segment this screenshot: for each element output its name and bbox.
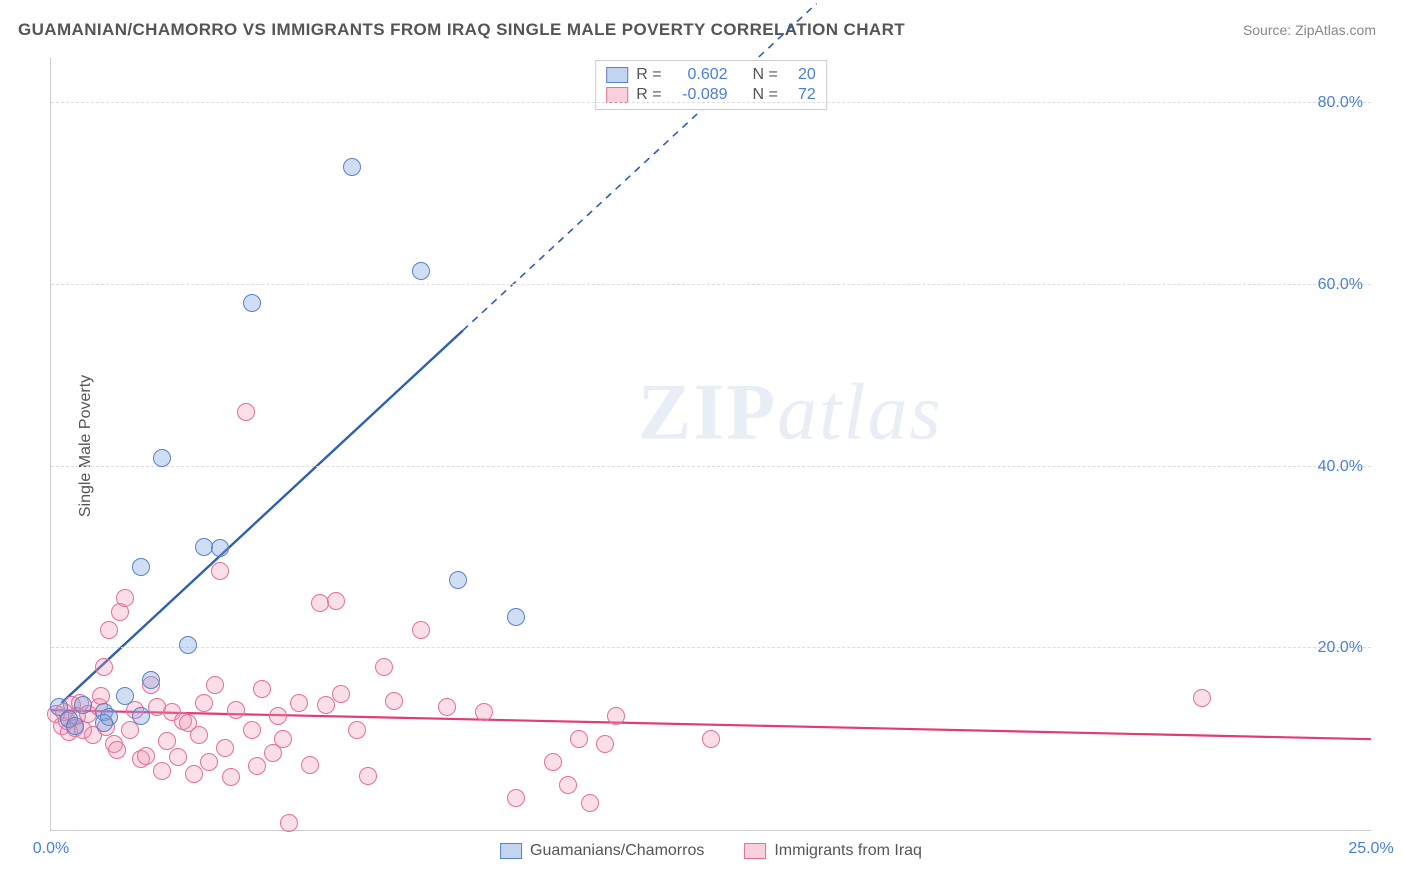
data-point: [375, 658, 393, 676]
data-point: [438, 698, 456, 716]
data-point: [248, 757, 266, 775]
data-point: [507, 789, 525, 807]
data-point: [253, 680, 271, 698]
data-point: [317, 696, 335, 714]
y-tick-label: 80.0%: [1318, 94, 1363, 112]
data-point: [158, 732, 176, 750]
scatter-plot: ZIPatlas R =0.602 N =20R =-0.089 N =72 G…: [50, 58, 1371, 831]
data-point: [95, 658, 113, 676]
data-point: [100, 621, 118, 639]
data-point: [211, 539, 229, 557]
data-point: [581, 794, 599, 812]
data-point: [385, 692, 403, 710]
legend-row: R =0.602 N =20: [606, 65, 816, 85]
data-point: [153, 762, 171, 780]
chart-title: GUAMANIAN/CHAMORRO VS IMMIGRANTS FROM IR…: [18, 20, 905, 40]
legend-swatch: [744, 843, 766, 859]
data-point: [290, 694, 308, 712]
data-point: [185, 765, 203, 783]
data-point: [132, 707, 150, 725]
data-point: [559, 776, 577, 794]
data-point: [137, 747, 155, 765]
trend-lines: [51, 58, 1371, 830]
data-point: [280, 814, 298, 832]
y-tick-label: 60.0%: [1318, 276, 1363, 294]
data-point: [179, 636, 197, 654]
data-point: [116, 687, 134, 705]
legend-item: Guamanians/Chamorros: [500, 842, 704, 860]
source-text: Source: ZipAtlas.com: [1243, 22, 1376, 38]
data-point: [359, 767, 377, 785]
data-point: [108, 741, 126, 759]
data-point: [1193, 689, 1211, 707]
data-point: [475, 703, 493, 721]
data-point: [169, 748, 187, 766]
data-point: [596, 735, 614, 753]
data-point: [507, 608, 525, 626]
data-point: [206, 676, 224, 694]
y-tick-label: 20.0%: [1318, 639, 1363, 657]
data-point: [412, 262, 430, 280]
gridline: [51, 284, 1371, 285]
series-legend: Guamanians/Chamorros Immigrants from Iraq: [500, 842, 922, 860]
data-point: [343, 158, 361, 176]
data-point: [195, 694, 213, 712]
data-point: [301, 756, 319, 774]
data-point: [132, 558, 150, 576]
data-point: [570, 730, 588, 748]
data-point: [211, 562, 229, 580]
gridline: [51, 647, 1371, 648]
data-point: [412, 621, 430, 639]
data-point: [222, 768, 240, 786]
data-point: [332, 685, 350, 703]
legend-label: Immigrants from Iraq: [774, 842, 922, 860]
legend-label: Guamanians/Chamorros: [530, 842, 704, 860]
x-tick-label: 25.0%: [1348, 840, 1393, 858]
data-point: [274, 730, 292, 748]
data-point: [200, 753, 218, 771]
legend-swatch: [606, 87, 628, 103]
data-point: [327, 592, 345, 610]
data-point: [243, 721, 261, 739]
data-point: [66, 717, 84, 735]
data-point: [607, 707, 625, 725]
data-point: [227, 701, 245, 719]
y-tick-label: 40.0%: [1318, 458, 1363, 476]
data-point: [243, 294, 261, 312]
data-point: [153, 449, 171, 467]
data-point: [95, 714, 113, 732]
legend-swatch: [606, 67, 628, 83]
gridline: [51, 102, 1371, 103]
data-point: [74, 696, 92, 714]
legend-item: Immigrants from Iraq: [744, 842, 922, 860]
data-point: [142, 671, 160, 689]
data-point: [237, 403, 255, 421]
data-point: [269, 707, 287, 725]
data-point: [216, 739, 234, 757]
data-point: [544, 753, 562, 771]
data-point: [702, 730, 720, 748]
x-tick-label: 0.0%: [33, 840, 69, 858]
data-point: [179, 714, 197, 732]
data-point: [449, 571, 467, 589]
gridline: [51, 466, 1371, 467]
legend-swatch: [500, 843, 522, 859]
data-point: [92, 687, 110, 705]
data-point: [348, 721, 366, 739]
data-point: [116, 589, 134, 607]
